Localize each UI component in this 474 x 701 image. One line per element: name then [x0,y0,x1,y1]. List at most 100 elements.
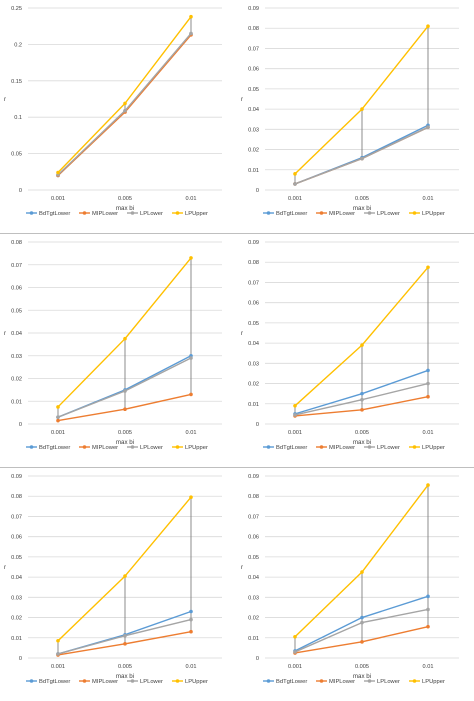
x-tick-label: 0.001 [288,430,302,436]
legend-label-BdTgtLower: BdTgtLower [39,445,70,451]
y-tick-label: 0 [19,188,22,194]
data-point-LPLower [426,381,430,386]
x-axis-title: max bi [116,205,134,212]
data-point-LPLower [426,125,430,130]
legend-marker-LPLower [367,679,372,683]
y-tick-label: 0.04 [11,575,22,581]
series-line-LPUpper [57,16,192,174]
y-tick-label: 0.01 [11,399,22,405]
chart-svg-2: 0 0.01 0.02 0.03 0.04 0.05 0.06 0.07 0.08 0.09 0.0… [241,6,459,217]
data-point-LPUpper [189,256,193,260]
data-point-LPLower [123,633,127,638]
data-point-LPLower [360,620,364,625]
y-tick-label: 0.09 [248,474,259,480]
data-point-LPLower [189,356,193,360]
data-point-LPUpper [56,405,60,409]
legend-label-MIPLower: MIPLower [329,679,355,685]
legend-marker-MIPLower [82,211,87,215]
y-tick-label: 0.06 [248,301,259,307]
row-divider-1 [0,233,474,234]
legend-marker-MIPLower [82,445,87,449]
data-point-LPUpper [189,495,193,500]
y-tick-label: 0.08 [248,494,259,500]
data-point-LPLower [123,108,127,113]
row-divider-2 [0,467,474,468]
data-point-MIPLower [189,392,193,397]
series-line-LPUpper [57,257,192,408]
data-point-LPLower [56,415,60,419]
x-tick-label: 0.01 [423,430,434,436]
data-point-LPLower [123,389,127,393]
chart-svg-3: 0 0.01 0.02 0.03 0.04 0.05 0.06 0.07 0.08 0.001 0.… [4,240,222,451]
chart-panel-3: 0 0.01 0.02 0.03 0.04 0.05 0.06 0.07 0.08 0.001 0.… [0,234,237,467]
legend-marker-BdTgtLower [266,679,271,683]
y-tick-label: 0.08 [11,240,22,246]
data-point-LPLower [293,650,297,654]
y-tick-label: 0.05 [11,308,22,314]
data-point-BdTgtLower [360,615,364,620]
legend-label-LPUpper: LPUpper [185,211,208,217]
chart-panel-2: 0 0.01 0.02 0.03 0.04 0.05 0.06 0.07 0.08 0.09 0.0… [237,0,474,233]
legend-marker-LPUpper [175,211,180,215]
y-tick-label: 0.06 [11,286,22,292]
y-tick-label: 0.03 [11,595,22,601]
y-tick-label: 0.05 [11,555,22,561]
data-point-MIPLower [189,629,193,634]
x-tick-label: 0.01 [186,196,197,202]
x-tick-label: 0.005 [355,430,369,436]
y-tick-label: 0.01 [248,168,259,174]
y-tick-label: 0.03 [11,354,22,360]
y-axis-title: r [4,564,6,571]
data-point-LPUpper [123,336,127,341]
series-line-LPUpper [57,496,192,642]
legend-label-BdTgtLower: BdTgtLower [276,445,307,451]
legend-label-LPUpper: LPUpper [185,679,208,685]
legend-label-LPUpper: LPUpper [422,679,445,685]
chart-svg-1: 0 0.05 0.1 0.15 0.2 0.25 0.001 0.005 0.01 max bi r… [4,6,222,217]
legend-label-LPLower: LPLower [140,445,163,451]
legend-marker-BdTgtLower [266,211,271,215]
data-point-MIPLower [360,408,364,412]
x-axis-title: max bi [116,439,134,446]
y-tick-label: 0.02 [248,382,259,388]
data-point-LPLower [56,652,60,656]
legend-label-BdTgtLower: BdTgtLower [276,679,307,685]
y-tick-label: 0 [19,656,22,662]
x-tick-label: 0.005 [118,430,132,436]
y-tick-label: 0.01 [11,636,22,642]
legend-marker-BdTgtLower [29,445,34,449]
y-tick-label: 0 [256,188,259,194]
y-tick-label: 0.03 [248,595,259,601]
data-point-LPUpper [293,404,297,408]
legend-label-MIPLower: MIPLower [92,679,118,685]
y-tick-label: 0.04 [11,331,22,337]
data-point-LPUpper [293,172,297,176]
legend-label-MIPLower: MIPLower [92,211,118,217]
data-point-LPLower [189,31,193,36]
legend-marker-MIPLower [319,679,324,683]
legend-marker-LPUpper [175,679,180,683]
data-point-MIPLower [56,418,60,423]
legend-label-LPUpper: LPUpper [422,445,445,451]
chart-panel-6: 0 0.01 0.02 0.03 0.04 0.05 0.06 0.07 0.08 0.09 0.0… [237,468,474,701]
y-tick-label: 0.08 [248,26,259,32]
legend-marker-LPLower [367,445,372,449]
y-tick-label: 0.01 [248,636,259,642]
chart-panel-1: 0 0.05 0.1 0.15 0.2 0.25 0.001 0.005 0.01 max bi r… [0,0,237,233]
chart-svg-5: 0 0.01 0.02 0.03 0.04 0.05 0.06 0.07 0.08 0.09 0.0… [4,474,222,685]
x-tick-label: 0.001 [51,664,65,670]
y-tick-label: 0.04 [248,575,259,581]
y-tick-label: 0.07 [248,46,259,52]
data-point-BdTgtLower [189,609,193,614]
legend-marker-LPLower [130,211,135,215]
data-point-LPUpper [123,101,127,106]
data-point-BdTgtLower [360,391,364,396]
x-axis-title: max bi [353,673,371,680]
x-tick-label: 0.001 [51,196,65,202]
chart-panel-5: 0 0.01 0.02 0.03 0.04 0.05 0.06 0.07 0.08 0.09 0.0… [0,468,237,701]
data-point-LPUpper [426,265,430,270]
x-tick-label: 0.01 [186,430,197,436]
y-tick-label: 0.02 [248,616,259,622]
y-tick-label: 0.08 [248,260,259,266]
